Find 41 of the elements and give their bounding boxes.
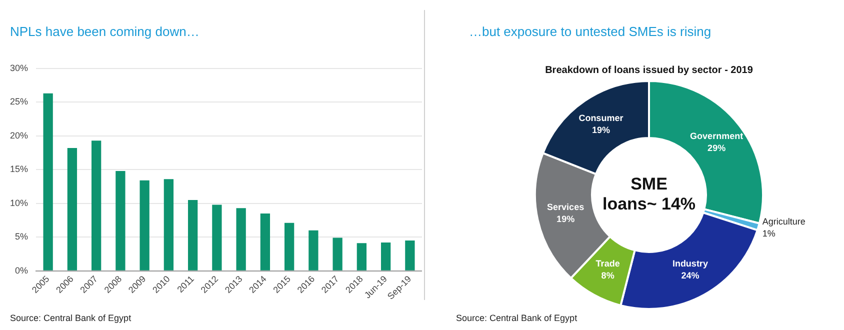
data-label: 24%: [681, 270, 700, 280]
y-tick-label: 0%: [15, 265, 28, 276]
slice-label: Services: [547, 202, 584, 212]
y-tick-label: 30%: [10, 62, 28, 73]
y-tick-label: 25%: [10, 96, 28, 107]
bar: [356, 243, 367, 270]
bar: [308, 230, 318, 270]
bar: [67, 148, 78, 270]
slice-label: Industry: [672, 258, 708, 268]
slice-label: Agriculture: [762, 216, 806, 226]
bar: [43, 93, 53, 270]
bar: [140, 180, 150, 270]
slice-label: Government: [690, 131, 744, 142]
chart-title: NPLs have been coming down…: [10, 24, 200, 39]
chart-subtitle: Breakdown of loans issued by sector - 2019: [545, 64, 754, 76]
bar: [236, 208, 246, 270]
source-note: Source: Central Bank of Egypt: [10, 313, 132, 323]
data-label: 19%: [592, 124, 610, 135]
text: SME loans~ 14%: [602, 174, 696, 214]
y-tick-label: 10%: [10, 198, 28, 208]
bar: [284, 222, 294, 270]
data-label: 8%: [601, 270, 614, 280]
data-label: 19%: [556, 214, 575, 224]
y-tick-label: 5%: [15, 232, 28, 242]
bar: [212, 204, 222, 270]
data-label: 1%: [762, 228, 776, 238]
data-label: 29%: [708, 143, 726, 154]
source-note: Source: Central Bank of Egypt: [456, 313, 578, 323]
bar: [92, 140, 102, 270]
bar: [260, 213, 270, 270]
bar: [116, 170, 126, 270]
bar: [405, 240, 415, 270]
slice-label: Consumer: [578, 112, 624, 123]
slice-label: Trade: [596, 258, 620, 268]
bar: [380, 242, 391, 270]
y-tick-label: 20%: [10, 130, 28, 140]
bar: [164, 179, 174, 270]
bar: [188, 200, 198, 270]
y-tick-label: 15%: [10, 164, 28, 174]
chart-title: …but exposure to untested SMEs is rising: [469, 24, 712, 39]
bar: [332, 238, 342, 270]
